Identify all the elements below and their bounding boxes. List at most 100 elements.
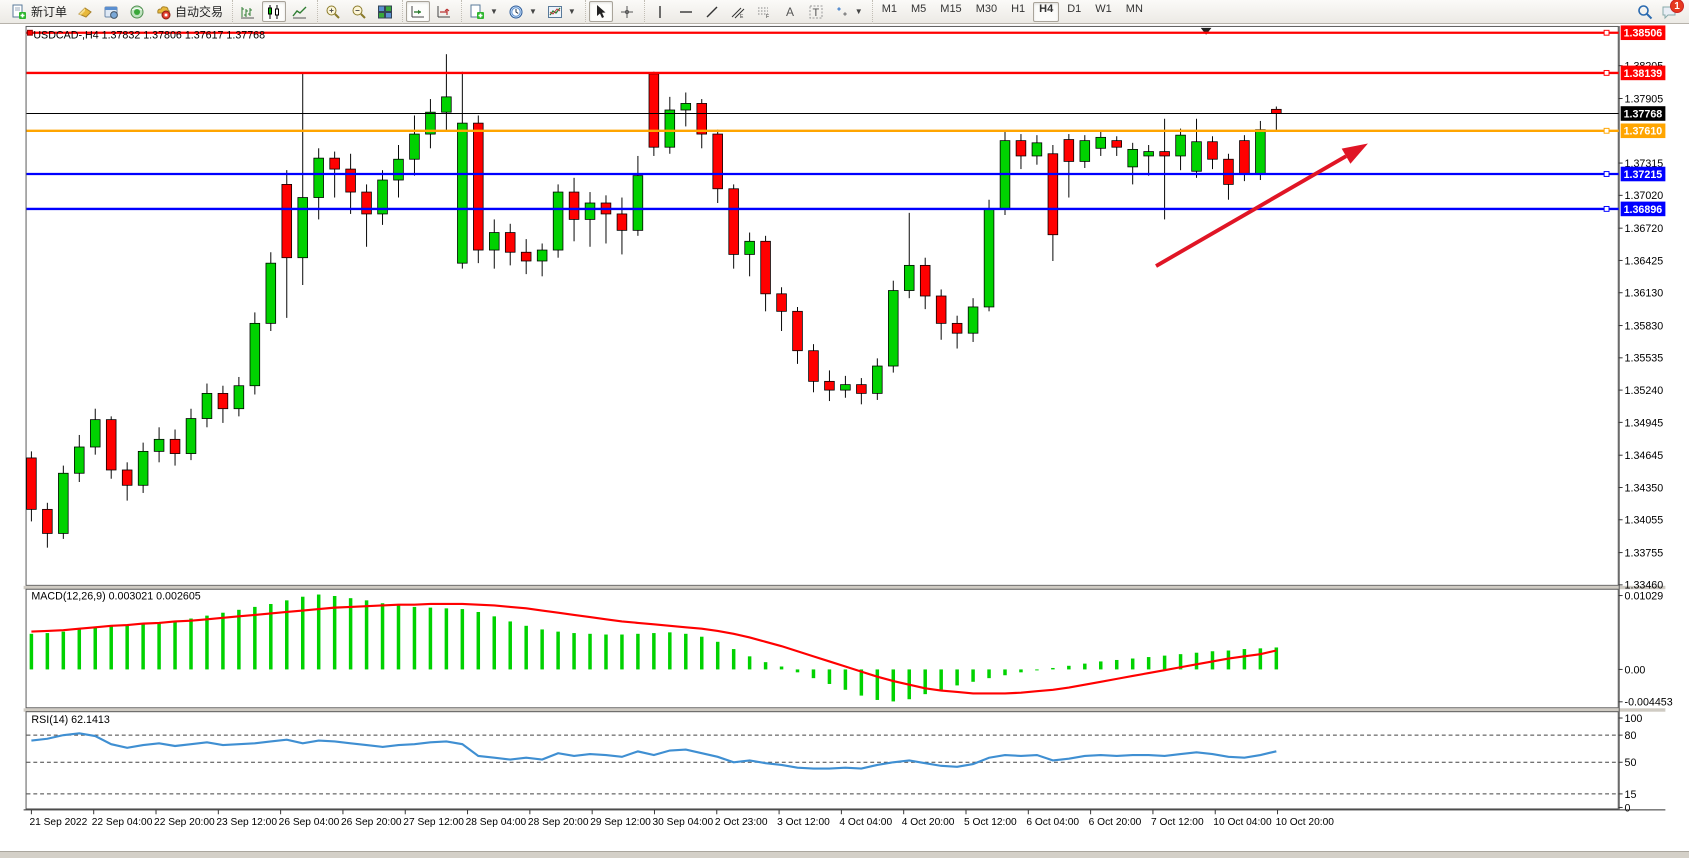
candle bbox=[888, 290, 899, 367]
macd-histogram-bar bbox=[508, 621, 512, 670]
timeframe-m30-button[interactable]: M30 bbox=[975, 2, 998, 15]
candlestick-chart-button[interactable] bbox=[262, 1, 287, 22]
svg-text:F: F bbox=[766, 14, 769, 20]
trend-arrow-head[interactable] bbox=[1341, 143, 1368, 164]
candle bbox=[760, 240, 771, 295]
price-axis[interactable]: 1.382051.379051.373151.370201.367201.364… bbox=[1618, 25, 1673, 814]
horizontal-line-button[interactable] bbox=[674, 1, 698, 22]
shapes-dropdown[interactable]: ▼ bbox=[830, 1, 867, 22]
trendline-button[interactable] bbox=[700, 1, 724, 22]
candle bbox=[1031, 142, 1043, 157]
macd-histogram-bar bbox=[237, 609, 241, 670]
bar-chart-button[interactable] bbox=[236, 1, 260, 22]
macd-label: MACD(12,26,9) 0.003021 0.002605 bbox=[31, 590, 200, 602]
macd-histogram-bar bbox=[189, 618, 193, 670]
candle bbox=[1239, 140, 1250, 174]
timeframe-d1-button[interactable]: D1 bbox=[1067, 2, 1082, 15]
hline-handle[interactable] bbox=[1603, 29, 1610, 36]
time-axis[interactable]: 21 Sep 2022 22 Sep 04:00 22 Sep 20:00 23 Se… bbox=[23, 809, 1666, 828]
macd-histogram-bar bbox=[77, 629, 82, 670]
main-price-pane[interactable] bbox=[26, 27, 1619, 548]
chart-shift-marker[interactable] bbox=[1200, 27, 1212, 35]
equidistant-channel-button[interactable]: E bbox=[726, 1, 750, 22]
timeframe-m1-button[interactable]: M1 bbox=[881, 2, 897, 15]
price-badge-label: 1.36896 bbox=[1624, 204, 1663, 216]
new-order-button[interactable]: 新订单 bbox=[7, 1, 71, 22]
timeframe-h1-button[interactable]: H1 bbox=[1011, 2, 1026, 15]
show-history-orders-button[interactable] bbox=[432, 1, 456, 22]
chart-window[interactable]: 1.382051.379051.373151.370201.367201.364… bbox=[0, 24, 1689, 858]
time-tick-label: 26 Sep 20:00 bbox=[341, 817, 402, 828]
candle bbox=[121, 469, 133, 486]
pane-separator[interactable] bbox=[23, 585, 1666, 590]
macd-histogram-bar bbox=[476, 611, 481, 670]
zoom-out-button[interactable] bbox=[347, 1, 371, 22]
macd-histogram-bar bbox=[300, 596, 305, 670]
macd-histogram-bar bbox=[380, 603, 385, 670]
tile-windows-button[interactable] bbox=[373, 1, 397, 22]
cursor-button[interactable] bbox=[588, 1, 613, 22]
timeframe-m5-button[interactable]: M5 bbox=[911, 2, 927, 15]
pane-separator[interactable] bbox=[23, 708, 1666, 712]
time-tick-label: 7 Oct 12:00 bbox=[1151, 817, 1204, 828]
timeframe-m15-button[interactable]: M15 bbox=[940, 2, 962, 15]
macd-histogram-bar bbox=[205, 615, 209, 670]
candle bbox=[680, 103, 692, 111]
candle bbox=[1015, 140, 1027, 157]
chart-canvas[interactable]: 1.382051.379051.373151.370201.367201.364… bbox=[0, 24, 1689, 858]
candle bbox=[696, 103, 707, 135]
timeframe-h4-button[interactable]: H4 bbox=[1033, 1, 1060, 22]
macd-histogram-bar bbox=[396, 605, 401, 670]
macd-histogram-bar bbox=[1210, 651, 1215, 670]
candle bbox=[872, 365, 883, 394]
search-icon[interactable] bbox=[1637, 4, 1653, 20]
price-tick-label: 1.35830 bbox=[1625, 320, 1664, 332]
fibonacci-button[interactable]: F bbox=[752, 1, 776, 22]
candle bbox=[536, 249, 548, 262]
market-watch-button[interactable] bbox=[99, 1, 123, 22]
navigator-button[interactable] bbox=[125, 1, 149, 22]
zoom-in-button[interactable] bbox=[321, 1, 345, 22]
candle bbox=[1207, 141, 1218, 160]
time-tick-label: 3 Oct 12:00 bbox=[777, 817, 830, 828]
templates-dropdown[interactable]: ▼ bbox=[543, 1, 580, 22]
candle bbox=[265, 262, 277, 324]
zoom-in-icon bbox=[326, 5, 340, 19]
trend-arrow-line[interactable] bbox=[1155, 154, 1348, 268]
template-icon bbox=[547, 5, 562, 18]
candle bbox=[967, 306, 979, 334]
crosshair-button[interactable] bbox=[615, 1, 639, 22]
macd-histogram-bar bbox=[731, 649, 736, 670]
macd-histogram-bar bbox=[1226, 650, 1231, 670]
autotrading-button[interactable]: 自动交易 bbox=[151, 1, 227, 22]
price-tick-label: 1.35535 bbox=[1625, 353, 1664, 365]
timeframe-mn-button[interactable]: MN bbox=[1125, 2, 1143, 15]
candle bbox=[983, 208, 995, 308]
hline-handle[interactable] bbox=[1603, 205, 1610, 212]
macd-histogram-bar bbox=[524, 625, 528, 670]
macd-histogram-bar bbox=[1258, 648, 1263, 670]
candle bbox=[664, 109, 676, 148]
notifications-button[interactable]: 1 bbox=[1661, 0, 1684, 20]
macd-histogram-bar bbox=[811, 669, 816, 679]
timeframe-w1-button[interactable]: W1 bbox=[1095, 2, 1112, 15]
hline-handle[interactable] bbox=[1603, 127, 1610, 134]
macd-histogram-bar bbox=[221, 612, 225, 670]
macd-histogram-bar bbox=[492, 616, 497, 670]
macd-pane[interactable] bbox=[29, 594, 1279, 702]
line-chart-button[interactable] bbox=[288, 1, 312, 22]
macd-histogram-bar bbox=[572, 633, 576, 670]
periods-dropdown[interactable]: ▼ bbox=[504, 1, 541, 22]
text-button[interactable]: A bbox=[778, 1, 802, 22]
text-label-button[interactable]: T bbox=[804, 1, 828, 22]
rsi-pane[interactable] bbox=[26, 732, 1619, 795]
show-trade-levels-button[interactable] bbox=[406, 1, 431, 22]
hline-handle[interactable] bbox=[1603, 69, 1610, 76]
vertical-line-button[interactable] bbox=[648, 1, 672, 22]
hline-handle[interactable] bbox=[27, 29, 33, 36]
chart-profiles-button[interactable] bbox=[73, 1, 97, 22]
hline-handle[interactable] bbox=[1603, 171, 1610, 177]
new-chart-dropdown[interactable]: ▼ bbox=[465, 1, 502, 22]
macd-tick-label: 0.00 bbox=[1625, 664, 1646, 676]
candle bbox=[1063, 139, 1075, 162]
